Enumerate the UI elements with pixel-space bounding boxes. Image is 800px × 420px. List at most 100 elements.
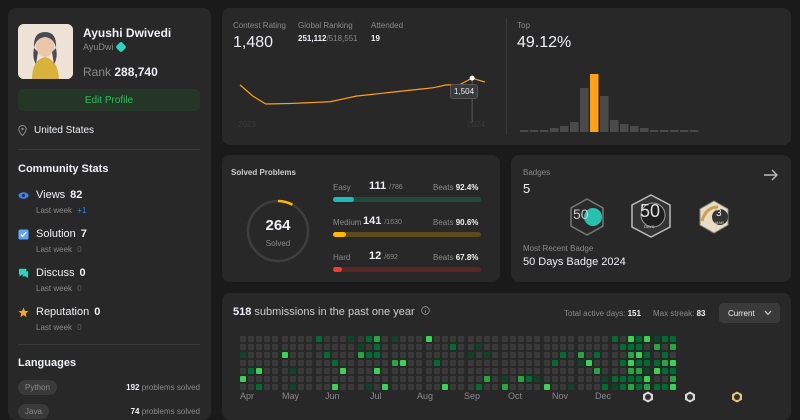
calendar-day[interactable] — [272, 360, 278, 366]
calendar-day[interactable] — [654, 360, 660, 366]
calendar-day[interactable] — [468, 336, 474, 342]
calendar-day[interactable] — [434, 336, 440, 342]
calendar-day[interactable] — [492, 384, 498, 390]
badge-50-days[interactable]: 50 DAYS — [628, 193, 674, 239]
calendar-day[interactable] — [400, 352, 406, 358]
calendar-day[interactable] — [348, 360, 354, 366]
calendar-day[interactable] — [358, 360, 364, 366]
calendar-day[interactable] — [306, 376, 312, 382]
calendar-day[interactable] — [526, 344, 532, 350]
calendar-day[interactable] — [290, 384, 296, 390]
calendar-day[interactable] — [612, 336, 618, 342]
calendar-day[interactable] — [594, 352, 600, 358]
calendar-day[interactable] — [662, 352, 668, 358]
calendar-day[interactable] — [374, 336, 380, 342]
calendar-day[interactable] — [374, 376, 380, 382]
calendar-day[interactable] — [568, 344, 574, 350]
month-badge[interactable] — [642, 390, 654, 403]
calendar-day[interactable] — [612, 344, 618, 350]
calendar-day[interactable] — [324, 336, 330, 342]
calendar-day[interactable] — [602, 344, 608, 350]
calendar-day[interactable] — [366, 344, 372, 350]
calendar-day[interactable] — [578, 360, 584, 366]
calendar-day[interactable] — [552, 368, 558, 374]
calendar-day[interactable] — [636, 344, 642, 350]
calendar-day[interactable] — [240, 360, 246, 366]
top-bar[interactable] — [610, 120, 619, 132]
calendar-day[interactable] — [374, 360, 380, 366]
calendar-day[interactable] — [620, 352, 626, 358]
calendar-day[interactable] — [426, 376, 432, 382]
calendar-day[interactable] — [518, 360, 524, 366]
calendar-day[interactable] — [358, 384, 364, 390]
calendar-day[interactable] — [468, 344, 474, 350]
calendar-day[interactable] — [358, 344, 364, 350]
calendar-day[interactable] — [332, 344, 338, 350]
calendar-day[interactable] — [534, 344, 540, 350]
calendar-day[interactable] — [484, 344, 490, 350]
top-distribution-chart[interactable] — [512, 8, 787, 145]
calendar-day[interactable] — [654, 376, 660, 382]
calendar-day[interactable] — [476, 384, 482, 390]
calendar-day[interactable] — [316, 352, 322, 358]
calendar-day[interactable] — [298, 352, 304, 358]
calendar-day[interactable] — [298, 336, 304, 342]
calendar-day[interactable] — [324, 376, 330, 382]
calendar-day[interactable] — [534, 352, 540, 358]
calendar-day[interactable] — [324, 352, 330, 358]
calendar-day[interactable] — [484, 352, 490, 358]
badge-50-green[interactable]: 50 — [567, 197, 607, 237]
calendar-day[interactable] — [426, 384, 432, 390]
calendar-day[interactable] — [442, 344, 448, 350]
calendar-day[interactable] — [612, 368, 618, 374]
calendar-day[interactable] — [374, 384, 380, 390]
calendar-day[interactable] — [358, 368, 364, 374]
calendar-day[interactable] — [526, 352, 532, 358]
calendar-day[interactable] — [332, 376, 338, 382]
calendar-day[interactable] — [366, 336, 372, 342]
calendar-day[interactable] — [534, 376, 540, 382]
calendar-day[interactable] — [416, 368, 422, 374]
calendar-day[interactable] — [510, 336, 516, 342]
calendar-day[interactable] — [298, 384, 304, 390]
top-bar[interactable] — [680, 130, 689, 132]
calendar-day[interactable] — [560, 376, 566, 382]
calendar-day[interactable] — [628, 336, 634, 342]
calendar-day[interactable] — [560, 368, 566, 374]
calendar-day[interactable] — [654, 384, 660, 390]
calendar-day[interactable] — [366, 376, 372, 382]
top-bar[interactable] — [540, 130, 549, 132]
calendar-day[interactable] — [644, 368, 650, 374]
calendar-day[interactable] — [408, 384, 414, 390]
calendar-day[interactable] — [654, 344, 660, 350]
calendar-day[interactable] — [518, 384, 524, 390]
calendar-day[interactable] — [620, 360, 626, 366]
calendar-day[interactable] — [586, 336, 592, 342]
calendar-day[interactable] — [240, 384, 246, 390]
calendar-day[interactable] — [510, 368, 516, 374]
calendar-day[interactable] — [662, 344, 668, 350]
calendar-day[interactable] — [272, 344, 278, 350]
calendar-day[interactable] — [644, 376, 650, 382]
calendar-day[interactable] — [612, 352, 618, 358]
calendar-day[interactable] — [264, 360, 270, 366]
calendar-day[interactable] — [586, 376, 592, 382]
calendar-day[interactable] — [450, 384, 456, 390]
calendar-day[interactable] — [392, 344, 398, 350]
calendar-day[interactable] — [468, 368, 474, 374]
calendar-day[interactable] — [400, 368, 406, 374]
calendar-day[interactable] — [670, 344, 676, 350]
calendar-day[interactable] — [408, 376, 414, 382]
calendar-day[interactable] — [442, 360, 448, 366]
calendar-day[interactable] — [560, 384, 566, 390]
calendar-day[interactable] — [552, 376, 558, 382]
calendar-day[interactable] — [578, 344, 584, 350]
calendar-day[interactable] — [374, 352, 380, 358]
calendar-day[interactable] — [408, 368, 414, 374]
calendar-day[interactable] — [594, 344, 600, 350]
calendar-day[interactable] — [644, 352, 650, 358]
calendar-day[interactable] — [272, 376, 278, 382]
calendar-day[interactable] — [256, 376, 262, 382]
calendar-day[interactable] — [298, 368, 304, 374]
calendar-day[interactable] — [324, 344, 330, 350]
